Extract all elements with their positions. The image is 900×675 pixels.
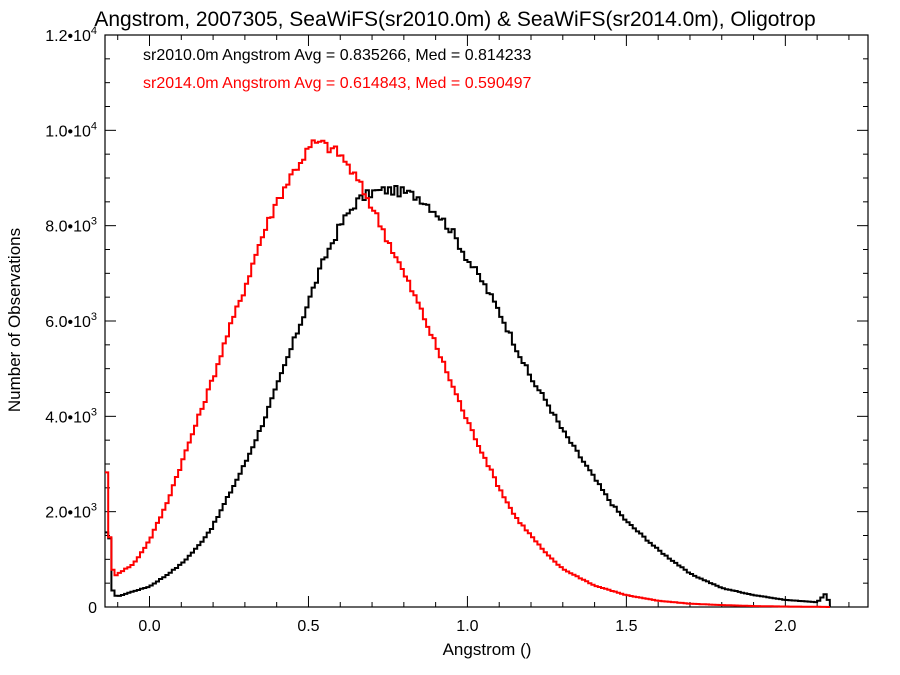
- series-line-0: [105, 185, 831, 608]
- x-tick-label: 0.0: [138, 618, 160, 635]
- x-axis-label: Angstrom (): [443, 640, 532, 659]
- annotation-0: sr2010.0m Angstrom Avg = 0.835266, Med =…: [143, 47, 532, 64]
- chart-title: Angstrom, 2007305, SeaWiFS(sr2010.0m) & …: [94, 8, 815, 31]
- y-tick-label: 1.2•104: [45, 25, 97, 45]
- plot-frame: [104, 34, 869, 608]
- x-tick-label: 1.5: [615, 618, 637, 635]
- y-axis-label: Number of Observations: [5, 228, 24, 412]
- y-tick-labels: 0 2.0•103 4.0•103 6.0•103 8.0•103 1.0•104 1.2•…: [45, 25, 97, 617]
- x-tick-labels: 0.0 0.5 1.0 1.5 2.0: [138, 618, 796, 635]
- y-tick-label: 8.0•103: [45, 216, 97, 236]
- x-tick-label: 0.5: [297, 618, 319, 635]
- series-line-1: [105, 139, 830, 608]
- axis-ticks: [105, 34, 868, 608]
- series-layer: [105, 139, 831, 608]
- annotations: sr2010.0m Angstrom Avg = 0.835266, Med =…: [143, 47, 532, 92]
- y-tick-label: 0: [88, 600, 97, 617]
- y-tick-label: 4.0•103: [45, 406, 97, 426]
- x-tick-label: 1.0: [456, 618, 478, 635]
- annotation-1: sr2014.0m Angstrom Avg = 0.614843, Med =…: [143, 75, 532, 92]
- y-tick-label: 1.0•104: [45, 120, 97, 140]
- plot-area: [104, 34, 869, 608]
- y-tick-label: 6.0•103: [45, 311, 97, 331]
- x-tick-label: 2.0: [774, 618, 796, 635]
- y-tick-label: 2.0•103: [45, 502, 97, 522]
